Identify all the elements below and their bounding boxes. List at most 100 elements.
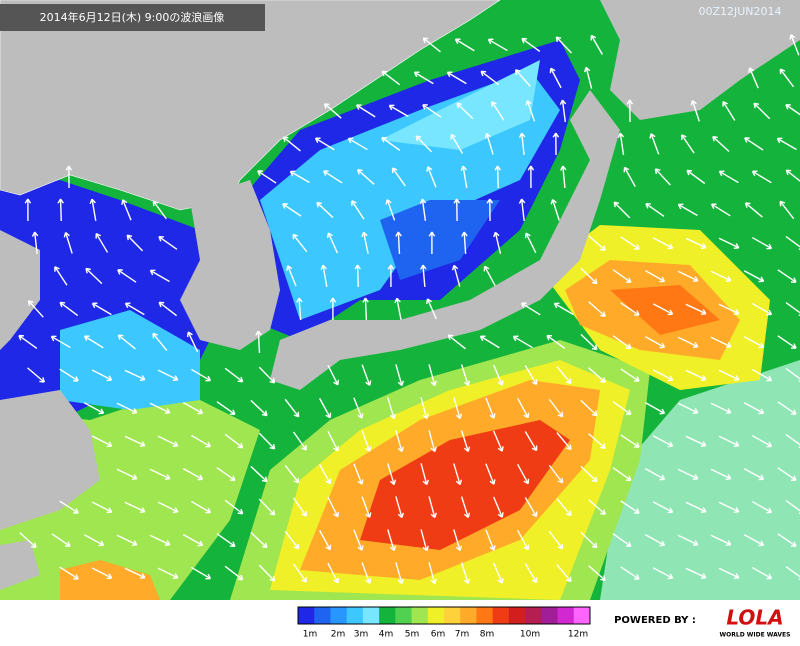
- wave-arrow: [779, 200, 795, 220]
- wave-arrow: [258, 432, 276, 450]
- sea-zone: [60, 560, 160, 600]
- wave-arrow: [224, 565, 244, 581]
- wave-arrow: [460, 496, 471, 519]
- wave-arrow: [559, 165, 567, 189]
- scale-swatch: [314, 607, 331, 624]
- wave-arrow: [652, 369, 674, 382]
- wave-arrow: [580, 465, 598, 483]
- wave-arrow: [652, 567, 674, 580]
- wave-arrow: [588, 367, 606, 383]
- wave-arrow: [50, 335, 71, 349]
- wave-arrow: [620, 236, 640, 250]
- scale-label: 4m: [379, 630, 394, 640]
- wave-arrow: [722, 101, 736, 121]
- wave-arrow: [623, 166, 636, 187]
- wave-arrow: [158, 301, 178, 317]
- wave-arrow: [685, 567, 707, 580]
- wave-arrow: [59, 301, 79, 317]
- wave-arrow: [453, 463, 463, 486]
- title-box: [0, 4, 265, 31]
- wave-arrow: [461, 231, 468, 255]
- wave-arrow: [751, 368, 773, 382]
- wave-arrow: [492, 430, 504, 452]
- wave-arrow: [456, 102, 474, 120]
- wave-arrow: [284, 464, 300, 484]
- wave-arrow: [426, 166, 437, 188]
- wave-arrow: [157, 435, 179, 448]
- wave-arrow: [224, 499, 244, 515]
- wave-arrow: [327, 364, 340, 386]
- wave-arrow: [524, 431, 538, 452]
- wave-arrow: [327, 430, 340, 452]
- wave-arrow: [116, 468, 138, 481]
- wave-arrow: [686, 169, 706, 185]
- wave-arrow: [546, 334, 566, 350]
- wave-arrow: [710, 336, 732, 349]
- wave-arrow: [413, 71, 434, 85]
- wave-arrow: [555, 36, 572, 54]
- wave-arrow: [257, 170, 277, 184]
- wave-arrow: [282, 136, 301, 152]
- wave-arrow: [428, 430, 437, 453]
- scale-swatch: [395, 607, 413, 624]
- wave-arrow: [743, 468, 765, 481]
- wave-arrow: [157, 369, 179, 382]
- wave-arrow: [157, 567, 179, 580]
- scale-border: [297, 606, 591, 625]
- wave-arrow: [677, 402, 699, 415]
- wave-arrow: [149, 534, 171, 547]
- wave-arrow: [361, 496, 372, 518]
- wave-arrow: [395, 562, 405, 585]
- land: [270, 90, 620, 390]
- wave-arrow: [27, 367, 45, 383]
- wave-arrow: [327, 496, 340, 518]
- scale-swatch: [330, 607, 348, 624]
- wave-arrow: [518, 198, 526, 222]
- scale-swatch: [346, 607, 364, 624]
- wave-arrow: [59, 368, 79, 382]
- wave-arrow: [710, 534, 732, 547]
- wave-arrow: [527, 165, 535, 189]
- wave-arrow: [387, 463, 397, 486]
- wave-arrow: [453, 198, 461, 222]
- scale-label: 8m: [480, 630, 495, 640]
- land-layer: [0, 0, 800, 590]
- wave-arrow: [677, 468, 699, 481]
- wave-arrow: [157, 501, 179, 514]
- wave-arrow: [319, 464, 332, 485]
- wave-arrow: [258, 564, 276, 582]
- wave-arrow: [677, 534, 699, 547]
- wave-arrow: [19, 532, 37, 549]
- scale-swatch: [362, 607, 380, 624]
- wave-arrow: [612, 533, 632, 548]
- wave-arrow: [182, 534, 204, 547]
- wave-arrow: [718, 170, 739, 184]
- wave-arrow: [182, 402, 204, 415]
- wave-arrow: [549, 67, 562, 89]
- sea-zone: [60, 310, 200, 410]
- wave-arrow: [644, 468, 666, 481]
- wave-arrow: [753, 102, 771, 120]
- wave-arrow: [517, 530, 530, 551]
- wave-arrow: [626, 99, 634, 123]
- wave-arrow: [284, 530, 300, 550]
- wave-arrow: [116, 534, 138, 547]
- wave-arrow: [284, 398, 300, 418]
- wave-arrow: [580, 531, 598, 549]
- wave-arrow: [590, 34, 604, 55]
- wave-arrow: [362, 297, 369, 321]
- wave-arrow: [186, 331, 199, 353]
- wave-arrow: [480, 70, 500, 86]
- wave-arrow: [420, 264, 427, 288]
- wave-arrow: [613, 201, 631, 219]
- wave-arrow: [224, 433, 244, 449]
- wave-arrow: [428, 496, 437, 519]
- scale-swatch: [573, 607, 591, 624]
- powered-by: POWERED BY :: [614, 615, 696, 626]
- wave-arrow: [216, 467, 236, 482]
- wave-arrow: [491, 101, 505, 121]
- wave-arrow: [51, 533, 71, 547]
- wave-arrow: [453, 529, 463, 552]
- wave-arrow: [24, 198, 32, 222]
- sea-zone: [380, 60, 540, 150]
